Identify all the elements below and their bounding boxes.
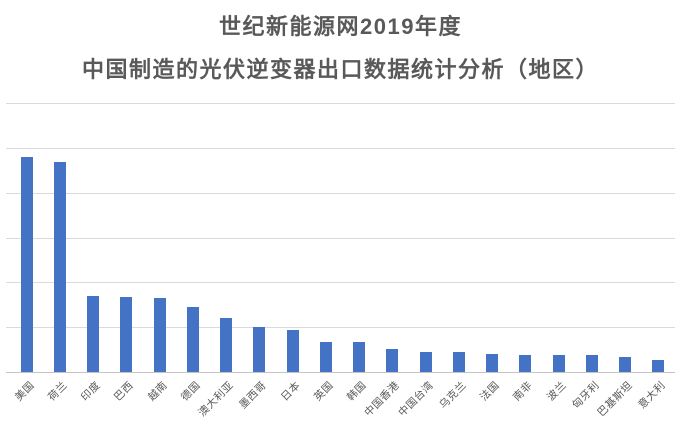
bar-slot: 美国 — [10, 103, 43, 403]
x-axis-label: 荷兰 — [45, 379, 70, 404]
x-axis-label: 巴基斯坦 — [595, 379, 636, 420]
bar-slot: 匈牙利 — [570, 103, 608, 411]
x-axis-label: 澳大利亚 — [196, 379, 237, 420]
gridline — [6, 282, 675, 284]
bar-slot: 日本 — [276, 103, 309, 403]
bar-slot: 巴基斯坦 — [595, 103, 642, 419]
bar-韩国 — [353, 342, 366, 372]
bar-法国 — [486, 354, 499, 372]
bar-巴基斯坦 — [619, 357, 632, 372]
x-axis-label: 德国 — [178, 379, 203, 404]
x-axis-label: 意大利 — [636, 379, 669, 412]
bar-slot: 英国 — [309, 103, 342, 403]
bar-越南 — [153, 297, 166, 372]
bar-slot: 中国台湾 — [396, 103, 442, 419]
gridline — [6, 237, 675, 239]
x-axis-label: 墨西哥 — [237, 379, 270, 412]
bar-slot: 巴西 — [110, 103, 143, 403]
bar-slot: 中国香港 — [363, 103, 409, 419]
bar-日本 — [286, 330, 299, 372]
bar-slot: 越南 — [143, 103, 176, 403]
x-axis-label: 法国 — [477, 379, 503, 404]
bar-乌克兰 — [452, 352, 465, 372]
bar-中国台湾 — [419, 352, 432, 372]
bar-南非 — [519, 354, 532, 372]
x-axis-label: 南非 — [511, 379, 536, 404]
bar-英国 — [319, 341, 332, 372]
chart-title-line-1: 世纪新能源网2019年度 — [219, 14, 462, 39]
bar-slot: 意大利 — [636, 103, 675, 411]
x-axis-label: 日本 — [278, 379, 303, 404]
x-axis-label: 英国 — [311, 379, 336, 404]
bar-slot: 印度 — [77, 103, 110, 403]
bar-巴西 — [120, 297, 133, 372]
x-axis-label: 中国香港 — [362, 379, 403, 420]
bar-slot: 墨西哥 — [237, 103, 276, 411]
bar-slot: 德国 — [176, 103, 209, 403]
bar-墨西哥 — [253, 326, 266, 372]
bar-slot: 南非 — [509, 103, 542, 403]
bar-中国香港 — [386, 348, 399, 372]
x-axis-label: 巴西 — [112, 379, 137, 404]
x-axis-label: 越南 — [145, 379, 170, 404]
gridline — [6, 103, 675, 104]
gridline — [6, 327, 675, 329]
bar-波兰 — [552, 354, 565, 372]
bar-印度 — [87, 295, 100, 372]
bar-美国 — [20, 156, 33, 372]
x-axis-label: 韩国 — [344, 379, 370, 404]
bar-slots: 美国 荷兰 印度 巴西 越南 德国 澳大利亚 墨西哥 日本 英国 韩国 中国香港 中国台湾 乌克兰 法国 南非… — [10, 103, 675, 419]
bar-slot: 乌克兰 — [437, 103, 475, 411]
chart-title-line-2: 中国制造的光伏逆变器出口数据统计分析（地区） — [81, 57, 599, 82]
gridline — [6, 147, 675, 149]
bar-slot: 韩国 — [343, 103, 376, 403]
plot-area: 美国 荷兰 印度 巴西 越南 德国 澳大利亚 墨西哥 日本 英国 韩国 中国香港 中国台湾 乌克兰 法国 南非… — [6, 103, 675, 419]
bar-德国 — [186, 307, 199, 372]
gridline — [6, 192, 675, 194]
x-axis-label: 波兰 — [544, 379, 569, 404]
x-axis-label: 美国 — [12, 379, 37, 404]
bar-意大利 — [652, 359, 665, 372]
chart-title: 世纪新能源网2019年度 中国制造的光伏逆变器出口数据统计分析（地区） — [0, 0, 681, 81]
bar-slot: 荷兰 — [43, 103, 76, 403]
x-axis-label: 中国台湾 — [395, 379, 436, 420]
bar-slot: 澳大利亚 — [196, 103, 243, 419]
x-axis-label: 乌克兰 — [436, 379, 469, 412]
bar-澳大利亚 — [220, 317, 233, 372]
x-axis-label: 印度 — [78, 379, 104, 404]
bar-slot: 法国 — [476, 103, 509, 403]
bar-slot: 波兰 — [542, 103, 575, 403]
bar-匈牙利 — [585, 355, 598, 372]
bar-荷兰 — [53, 162, 66, 372]
